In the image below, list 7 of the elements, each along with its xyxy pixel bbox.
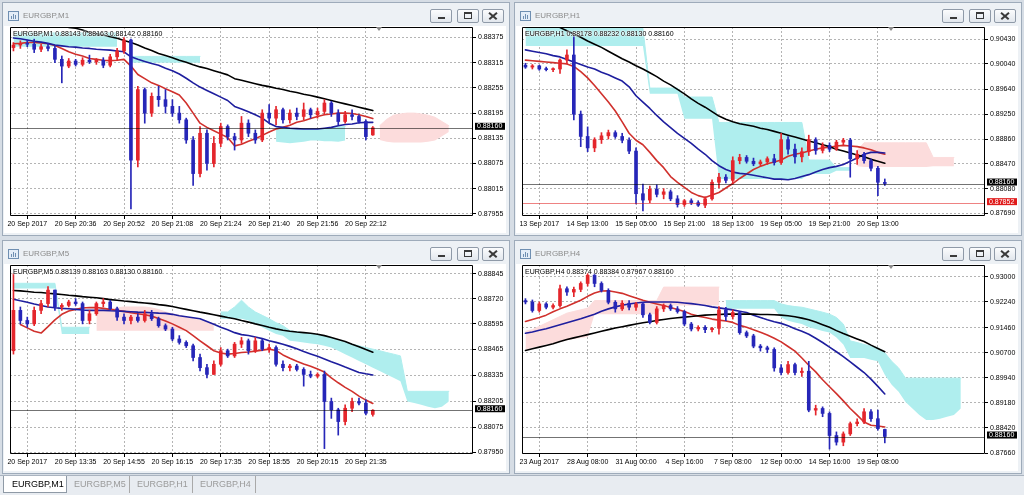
chart-title: EURGBP,M5 [23, 248, 70, 260]
text: EURGBP,M5 [66, 476, 130, 493]
text: EURGBP,H1 [129, 476, 193, 493]
text: EURGBP,H4 [192, 476, 256, 493]
chart-title: EURGBP,H1 [535, 10, 581, 22]
chart-title: EURGBP,M1 [23, 10, 70, 22]
chart-title: EURGBP,H4 [535, 248, 581, 260]
